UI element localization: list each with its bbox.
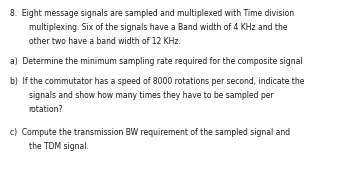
Text: b)  If the commutator has a speed of 8000 rotations per second, indicate the: b) If the commutator has a speed of 8000… xyxy=(10,77,304,86)
Text: 8.  Eight message signals are sampled and multiplexed with Time division: 8. Eight message signals are sampled and… xyxy=(10,9,294,18)
Text: multiplexing. Six of the signals have a Band width of 4 KHz and the: multiplexing. Six of the signals have a … xyxy=(29,23,287,32)
Text: other two have a band width of 12 KHz.: other two have a band width of 12 KHz. xyxy=(29,37,181,46)
Text: a)  Determine the minimum sampling rate required for the composite signal: a) Determine the minimum sampling rate r… xyxy=(10,57,302,66)
Text: rotation?: rotation? xyxy=(29,105,63,114)
Text: c)  Compute the transmission BW requirement of the sampled signal and: c) Compute the transmission BW requireme… xyxy=(10,128,290,137)
Text: the TDM signal.: the TDM signal. xyxy=(29,142,89,151)
Text: signals and show how many times they have to be sampled per: signals and show how many times they hav… xyxy=(29,91,273,100)
